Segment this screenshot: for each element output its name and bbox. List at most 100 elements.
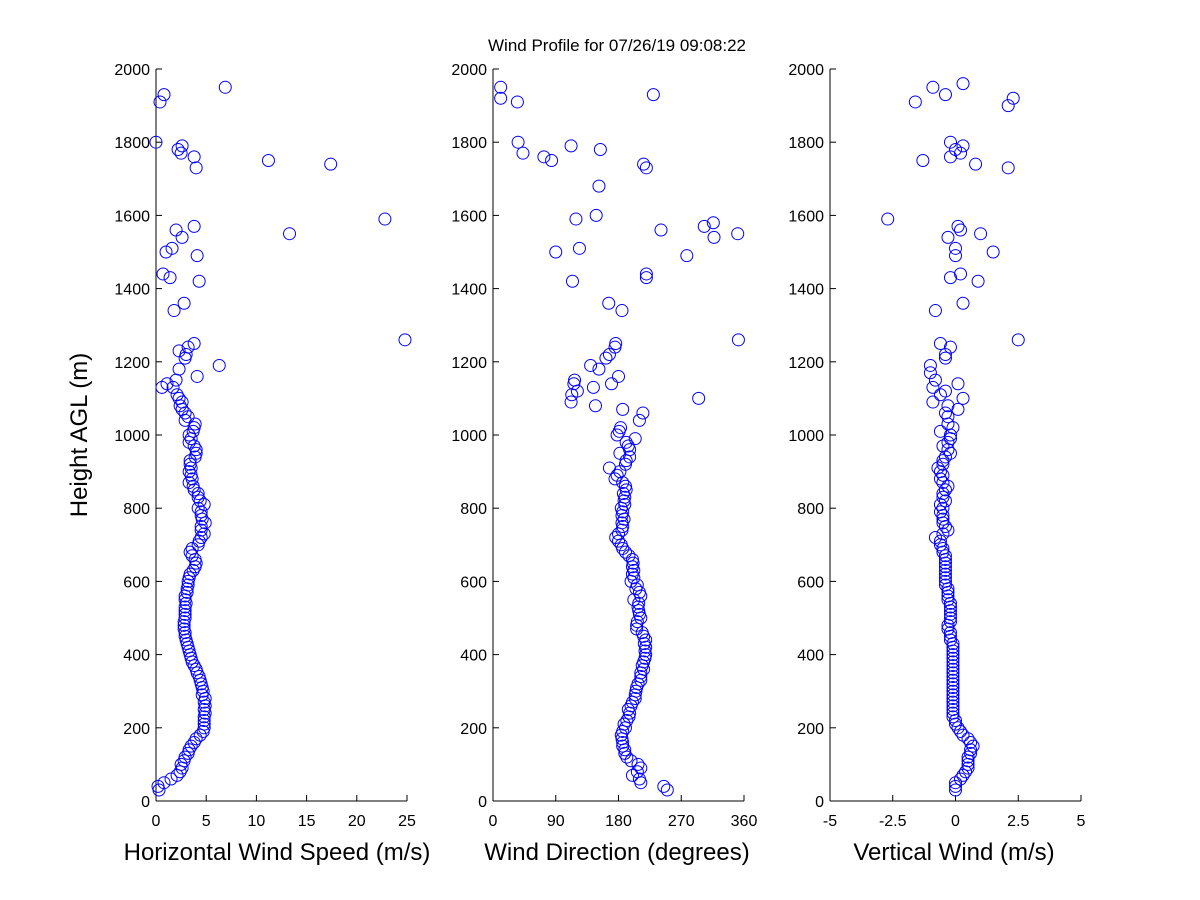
y-tick-label: 1000 [788,428,824,445]
data-point [188,417,202,431]
data-point [182,743,196,757]
y-tick-label: 2000 [114,62,150,79]
data-point [632,596,646,610]
data-point [178,593,192,607]
data-point [167,304,181,318]
data-point [706,216,720,230]
data-point [178,629,192,643]
y-tick-label: 1800 [451,135,487,152]
data-point [632,585,646,599]
data-point [949,783,962,797]
data-point [183,545,197,559]
data-point [616,402,630,416]
data-point [172,362,186,376]
data-point [946,706,960,720]
y-tick-label: 1000 [451,428,487,445]
data-point [943,611,957,625]
data-point [609,337,623,350]
data-point [938,567,952,581]
data-point [936,501,950,515]
y-tick-label: 2000 [788,62,824,79]
data-point [946,692,960,706]
y-tick-label: 800 [123,501,150,518]
data-point [619,435,633,449]
data-point [971,274,985,288]
x-tick-label: 90 [547,813,565,830]
data-point [614,421,628,435]
data-point [632,772,646,786]
data-point [612,369,625,383]
data-point [954,724,968,738]
data-point [949,249,962,263]
data-point [616,487,630,501]
data-point [961,750,975,764]
data-point [183,567,197,581]
data-point [630,622,644,636]
data-point [946,703,960,716]
data-point [916,154,930,167]
data-point [938,578,952,592]
data-point [637,157,651,171]
x-tick-label: 25 [398,813,416,830]
data-point [177,622,191,636]
y-tick-label: 1200 [788,355,824,372]
data-point [949,241,962,255]
data-point [172,391,186,405]
data-point [588,399,602,413]
data-point [218,80,232,94]
data-point [494,91,508,105]
panel-1: 0 200 400 600 800 1000 1200 1400 1600 1800 2000 0 5 1… [66,62,430,866]
data-point [592,179,606,193]
data-point [946,681,960,695]
data-point [178,607,192,621]
data-point [178,611,192,625]
x-tick-label: 10 [248,813,266,830]
data-point [516,146,530,160]
data-point [926,380,940,394]
data-point [324,157,338,171]
data-point [941,399,955,413]
x-tick-label: 5 [202,813,211,830]
y-tick-label: 400 [123,648,150,665]
x-tick-label: 180 [605,813,632,830]
data-point [946,688,960,702]
y-tick-label: 400 [460,648,487,665]
y-tick-label: 2000 [451,62,487,79]
data-point [283,227,297,241]
data-point [564,395,578,409]
y-tick-label: 1600 [788,208,824,225]
panel-2: 0 200 400 600 800 1000 1200 1400 1600 1800 2000 0 90… [451,62,757,866]
data-point [545,154,559,167]
data-point [623,450,637,464]
data-point [628,432,642,446]
data-point [938,563,952,577]
y-tick-label: 1200 [451,355,487,372]
data-point [182,428,196,442]
data-point [621,439,635,453]
data-point [175,395,189,409]
data-point [153,95,167,109]
data-point [951,402,965,416]
data-point [163,271,177,285]
data-point [964,746,978,760]
data-point [185,549,199,563]
data-point [933,505,947,519]
x-tick-label: 0 [951,813,960,830]
y-tick-label: 400 [797,648,824,665]
data-point [938,571,952,585]
data-point [192,534,206,548]
x-tick-label: 0 [152,813,161,830]
data-point [157,776,171,790]
data-point [192,670,206,684]
data-point [593,143,607,157]
data-point [537,150,551,164]
data-point [946,655,960,669]
y-tick-label: 1800 [114,135,150,152]
data-point [174,757,188,771]
data-point [986,245,1000,259]
data-point [966,739,980,753]
data-point [602,461,616,475]
data-point [194,505,208,519]
data-point [586,380,600,394]
